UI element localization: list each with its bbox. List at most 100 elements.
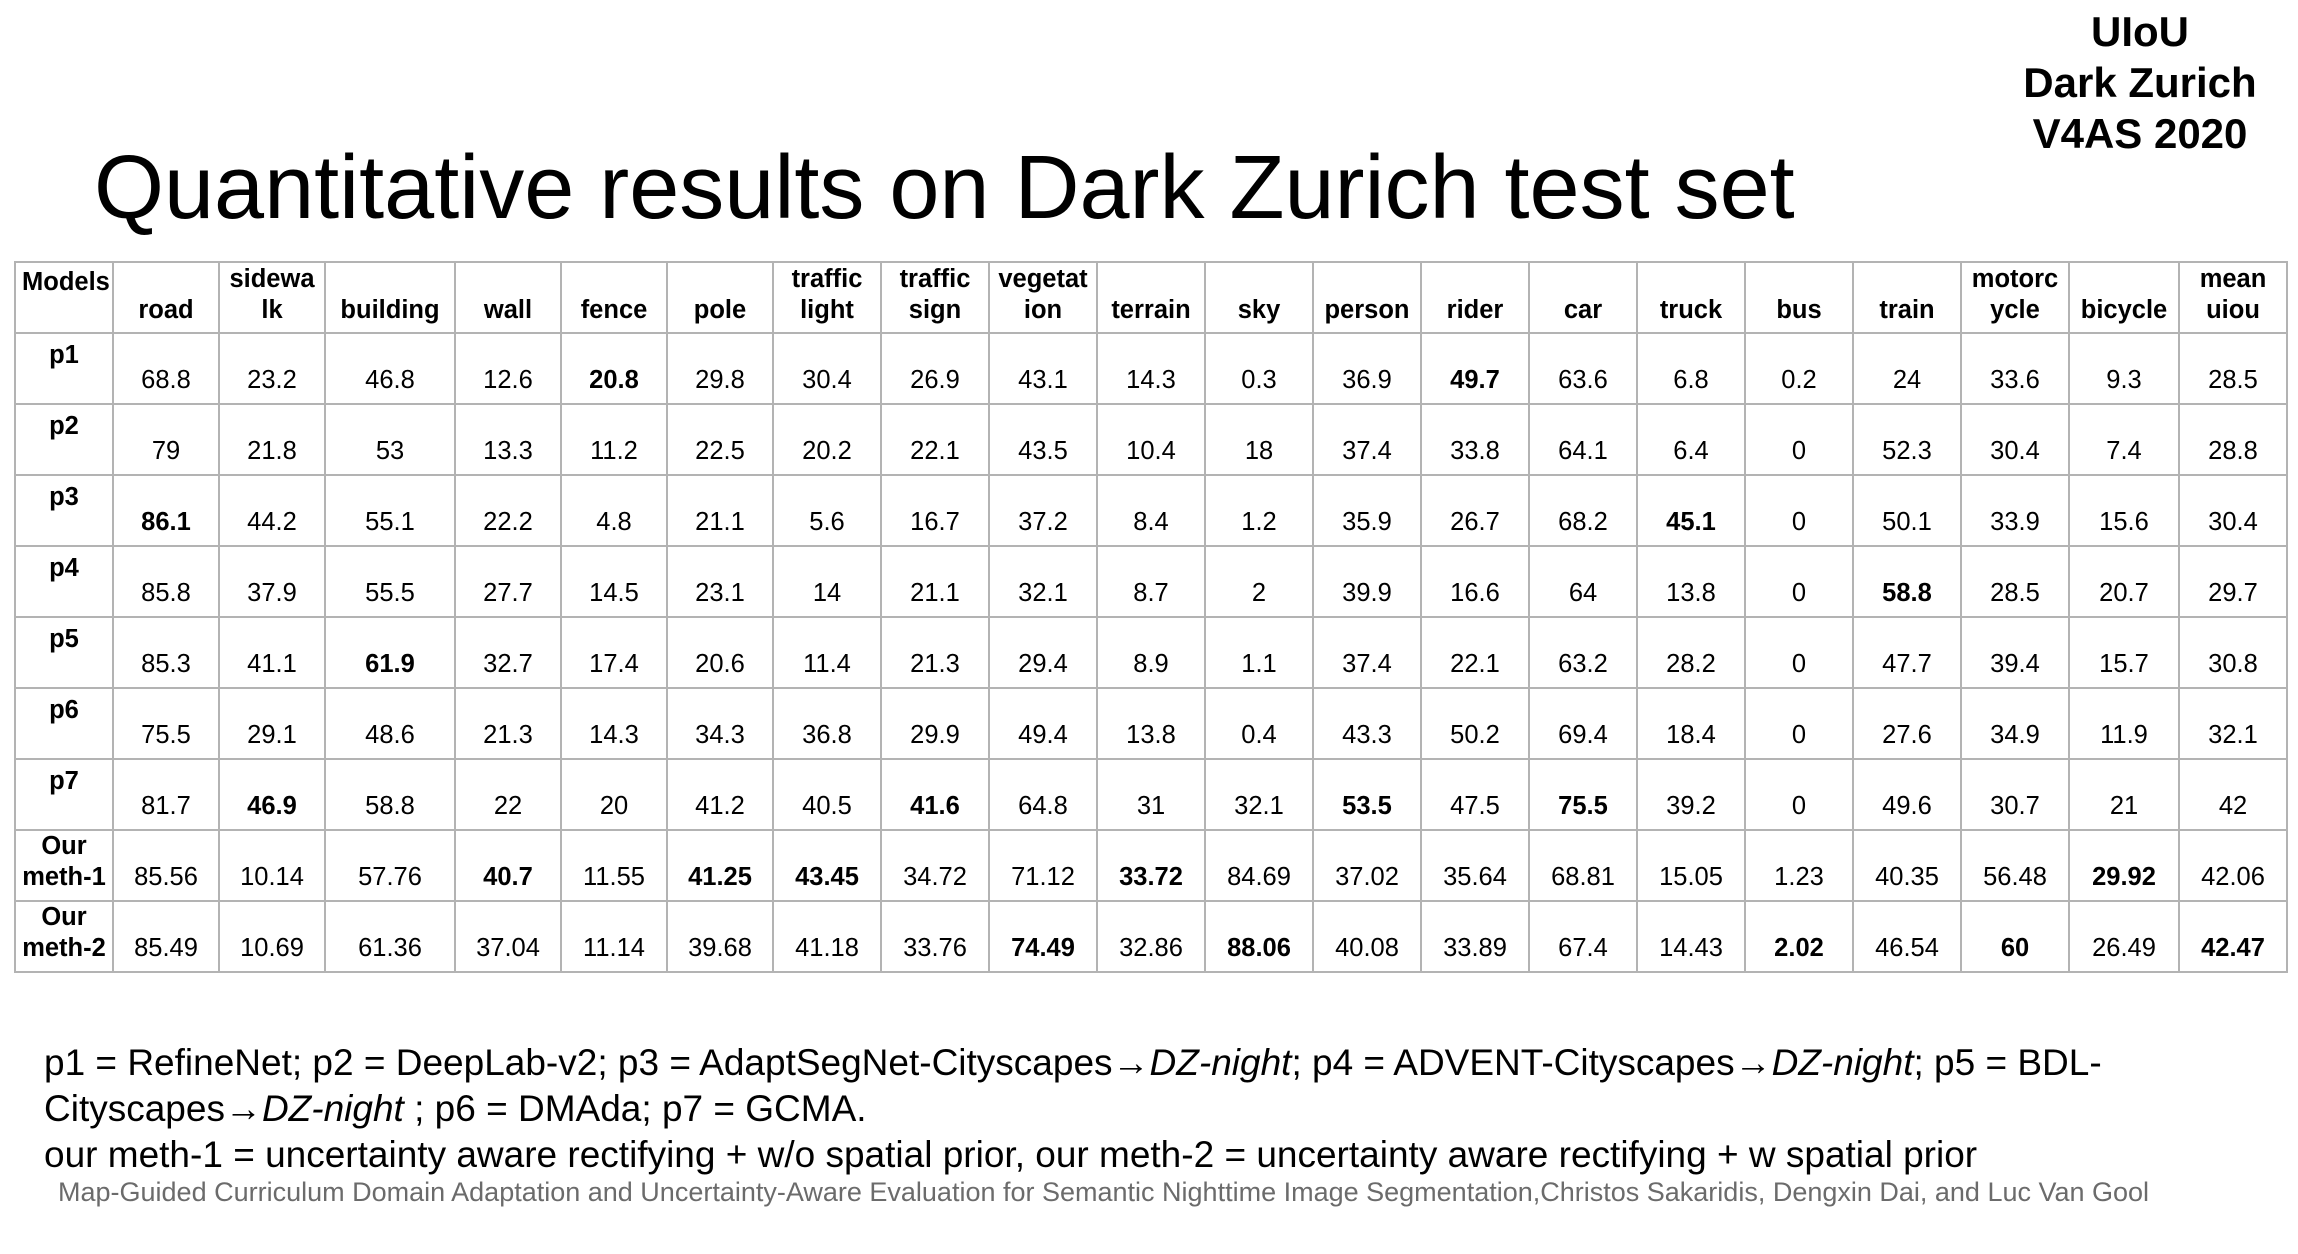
results-table: Models road sidewa lk building wall fence pol…: [14, 261, 2288, 973]
score-cell: 55.5: [324, 545, 456, 618]
score-cell: 11.14: [560, 900, 668, 973]
model-name: p2: [14, 403, 114, 476]
score-cell: 21.3: [880, 616, 990, 689]
score-cell: 47.7: [1852, 616, 1962, 689]
score-cell: 58.8: [324, 758, 456, 831]
score-cell: 68.81: [1528, 829, 1638, 902]
score-cell: 10.69: [218, 900, 326, 973]
column-header: terrain: [1096, 261, 1206, 334]
score-cell: 11.2: [560, 403, 668, 476]
column-header: car: [1528, 261, 1638, 334]
model-name: Our meth-1: [14, 829, 114, 902]
score-cell: 33.6: [1960, 332, 2070, 405]
badge-line-1: UIoU: [2091, 8, 2189, 55]
score-cell: 41.6: [880, 758, 990, 831]
legend-segment: DZ-night: [261, 1088, 404, 1129]
score-cell: 23.2: [218, 332, 326, 405]
score-cell: 33.76: [880, 900, 990, 973]
score-cell: 40.7: [454, 829, 562, 902]
score-cell: 29.92: [2068, 829, 2180, 902]
score-cell: 52.3: [1852, 403, 1962, 476]
column-header: wall: [454, 261, 562, 334]
score-cell: 8.4: [1096, 474, 1206, 547]
score-cell: 37.02: [1312, 829, 1422, 902]
score-cell: 29.8: [666, 332, 774, 405]
legend-segment: p1 = RefineNet; p2 = DeepLab-v2; p3 = Ad…: [44, 1042, 1150, 1083]
score-cell: 20: [560, 758, 668, 831]
score-cell: 0.4: [1204, 687, 1314, 760]
legend-segment: DZ-night: [1771, 1042, 1914, 1083]
score-cell: 50.1: [1852, 474, 1962, 547]
venue-badge: UIoU Dark Zurich V4AS 2020: [1990, 6, 2290, 159]
column-header: sidewa lk: [218, 261, 326, 334]
column-header: person: [1312, 261, 1422, 334]
score-cell: 6.4: [1636, 403, 1746, 476]
score-cell: 36.9: [1312, 332, 1422, 405]
score-cell: 50.2: [1420, 687, 1530, 760]
score-cell: 58.8: [1852, 545, 1962, 618]
score-cell: 11.4: [772, 616, 882, 689]
score-cell: 84.69: [1204, 829, 1314, 902]
score-cell: 30.7: [1960, 758, 2070, 831]
column-header: rider: [1420, 261, 1530, 334]
column-header: traffic light: [772, 261, 882, 334]
score-cell: 34.72: [880, 829, 990, 902]
table-header-row: Models road sidewa lk building wall fence pol…: [14, 261, 2288, 334]
score-cell: 85.49: [112, 900, 220, 973]
score-cell: 85.56: [112, 829, 220, 902]
legend-segment: ; p4 = ADVENT-Cityscapes→: [1291, 1042, 1772, 1083]
score-cell: 33.89: [1420, 900, 1530, 973]
score-cell: 7.4: [2068, 403, 2180, 476]
score-cell: 9.3: [2068, 332, 2180, 405]
score-cell: 27.7: [454, 545, 562, 618]
score-cell: 27.6: [1852, 687, 1962, 760]
score-cell: 0: [1744, 758, 1854, 831]
score-cell: 32.1: [1204, 758, 1314, 831]
score-cell: 43.45: [772, 829, 882, 902]
table-row: p7 81.7 46.9 58.8 22 20 41.2 40.5 41.6 64.8 31 32.1…: [14, 758, 2288, 831]
score-cell: 41.1: [218, 616, 326, 689]
table-row: p3 86.1 44.2 55.1 22.2 4.8 21.1 5.6 16.7 37.2 8.4 1…: [14, 474, 2288, 547]
score-cell: 43.5: [988, 403, 1098, 476]
score-cell: 64.8: [988, 758, 1098, 831]
score-cell: 30.4: [2178, 474, 2288, 547]
score-cell: 39.68: [666, 900, 774, 973]
score-cell: 41.25: [666, 829, 774, 902]
score-cell: 74.49: [988, 900, 1098, 973]
score-cell: 29.1: [218, 687, 326, 760]
score-cell: 28.8: [2178, 403, 2288, 476]
table-row: p4 85.8 37.9 55.5 27.7 14.5 23.1 14 21.1 32.1 8.7 2…: [14, 545, 2288, 618]
score-cell: 46.8: [324, 332, 456, 405]
citation: Map-Guided Curriculum Domain Adaptation …: [58, 1177, 2150, 1207]
score-cell: 13.3: [454, 403, 562, 476]
score-cell: 8.9: [1096, 616, 1206, 689]
score-cell: 43.3: [1312, 687, 1422, 760]
method-legend: p1 = RefineNet; p2 = DeepLab-v2; p3 = Ad…: [44, 1040, 2264, 1132]
score-cell: 28.2: [1636, 616, 1746, 689]
score-cell: 20.2: [772, 403, 882, 476]
score-cell: 30.4: [772, 332, 882, 405]
score-cell: 64.1: [1528, 403, 1638, 476]
table-row: p6 75.5 29.1 48.6 21.3 14.3 34.3 36.8 29.9 49.4 13…: [14, 687, 2288, 760]
score-cell: 35.64: [1420, 829, 1530, 902]
score-cell: 41.2: [666, 758, 774, 831]
score-cell: 32.7: [454, 616, 562, 689]
score-cell: 81.7: [112, 758, 220, 831]
score-cell: 11.9: [2068, 687, 2180, 760]
column-header: vegetat ion: [988, 261, 1098, 334]
score-cell: 61.9: [324, 616, 456, 689]
column-header: traffic sign: [880, 261, 990, 334]
column-header: bus: [1744, 261, 1854, 334]
score-cell: 20.7: [2068, 545, 2180, 618]
models-header: Models: [14, 261, 114, 334]
score-cell: 21.1: [666, 474, 774, 547]
badge-line-2: Dark Zurich: [2023, 59, 2257, 106]
score-cell: 42.47: [2178, 900, 2288, 973]
score-cell: 21.3: [454, 687, 562, 760]
score-cell: 24: [1852, 332, 1962, 405]
score-cell: 0: [1744, 474, 1854, 547]
score-cell: 18: [1204, 403, 1314, 476]
score-cell: 14.3: [560, 687, 668, 760]
score-cell: 48.6: [324, 687, 456, 760]
score-cell: 26.7: [1420, 474, 1530, 547]
